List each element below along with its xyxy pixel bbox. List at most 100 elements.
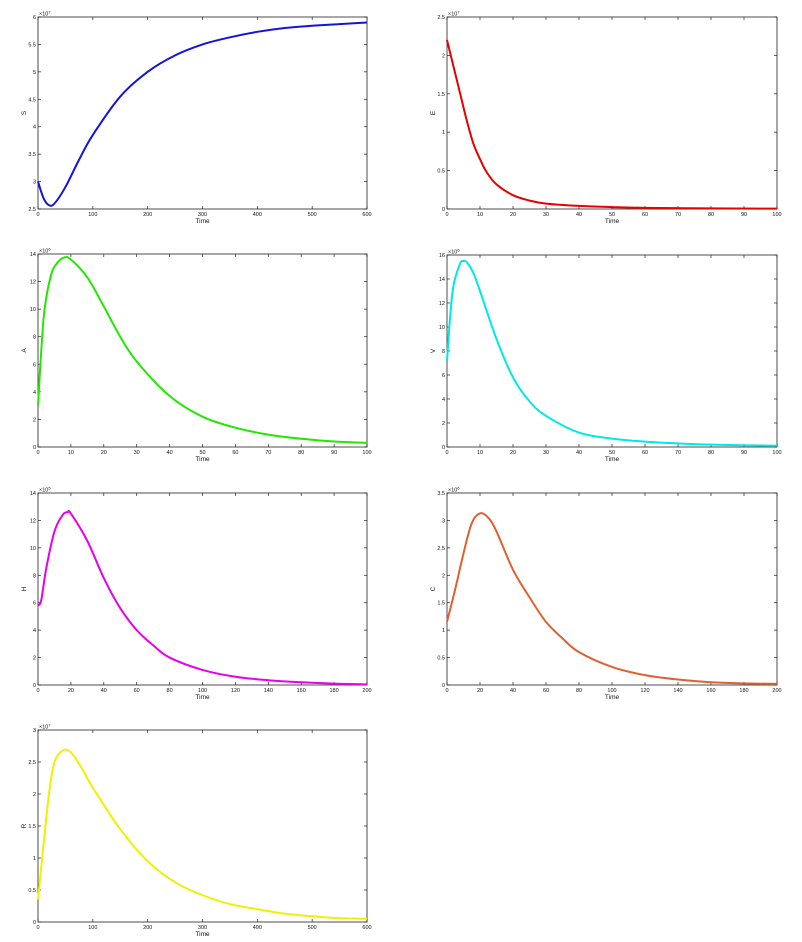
x-tick-label: 50 (199, 450, 205, 456)
subplot-E: 0 10 20 30 40 50 60 70 80 90 100 0 0.5 1 1.5 2 2.5×107 Ti… (430, 10, 782, 226)
x-tick-label: 90 (741, 212, 747, 218)
y-multiplier: ×107 (39, 723, 51, 731)
x-tick-label: 180 (330, 688, 339, 694)
x-tick-label: 50 (609, 212, 615, 218)
axes-box (37, 16, 368, 210)
multiplier-base: ×10 (39, 725, 48, 731)
y-axis-label: R (21, 823, 28, 828)
y-tick-label: 0 (33, 445, 36, 451)
series-line-V (446, 259, 778, 447)
y-tick-label: 8 (33, 335, 36, 341)
x-tick-label: 80 (708, 450, 714, 456)
y-tick-label: 0 (442, 683, 445, 689)
multiplier-base: ×10 (448, 488, 457, 494)
x-axis-label: Time (195, 456, 210, 463)
x-tick-label: 80 (576, 688, 582, 694)
y-tick-label: 12 (439, 301, 445, 307)
x-tick-label: 0 (445, 450, 448, 456)
y-tick-label: 2 (442, 53, 445, 59)
multiplier-base: ×10 (39, 488, 48, 494)
y-tick-label: 14 (30, 252, 36, 258)
y-axis-label: V (430, 348, 437, 353)
x-tick-label: 200 (772, 688, 781, 694)
x-tick-label: 400 (253, 925, 262, 931)
y-tick-label: 3 (33, 728, 36, 734)
x-tick-label: 90 (331, 450, 337, 456)
x-tick-label: 500 (308, 925, 317, 931)
x-tick-label: 40 (576, 212, 582, 218)
x-tick-label: 50 (609, 450, 615, 456)
series-line-E (446, 39, 778, 210)
x-tick-label: 0 (445, 212, 448, 218)
y-tick-label: 0.5 (437, 656, 445, 662)
multiplier-exponent: 6 (457, 486, 460, 491)
y-tick-label: 1 (442, 628, 445, 634)
y-tick-label: 10 (30, 307, 36, 313)
y-axis-label: E (430, 110, 437, 115)
y-tick-label: 1 (33, 856, 36, 862)
x-tick-label: 30 (543, 450, 549, 456)
x-tick-label: 200 (362, 688, 371, 694)
x-tick-label: 60 (134, 688, 140, 694)
y-tick-label: 8 (33, 573, 36, 579)
x-tick-label: 120 (231, 688, 240, 694)
x-tick-label: 0 (36, 212, 39, 218)
x-tick-label: 100 (88, 212, 97, 218)
y-tick-label: 14 (439, 277, 445, 283)
x-axis-label: Time (195, 931, 210, 938)
x-tick-label: 60 (232, 450, 238, 456)
multiplier-base: ×10 (448, 250, 457, 256)
y-tick-label: 4 (33, 390, 36, 396)
x-tick-label: 100 (607, 688, 616, 694)
x-tick-label: 10 (477, 212, 483, 218)
y-tick-label: 12 (30, 518, 36, 524)
y-tick-label: 6 (442, 373, 445, 379)
x-tick-label: 40 (510, 688, 516, 694)
x-tick-label: 90 (741, 450, 747, 456)
y-tick-label: 2.5 (28, 760, 36, 766)
y-tick-label: 4 (33, 628, 36, 634)
y-tick-label: 2 (33, 417, 36, 423)
x-tick-label: 80 (298, 450, 304, 456)
multiplier-base: ×10 (448, 12, 457, 18)
y-axis-label: C (430, 586, 437, 591)
y-multiplier: ×107 (39, 10, 51, 18)
x-tick-label: 60 (543, 688, 549, 694)
series-line-A (37, 256, 368, 444)
y-tick-label: 16 (439, 253, 445, 259)
y-tick-label: 14 (30, 491, 36, 497)
x-tick-label: 0 (36, 450, 39, 456)
subplot-S: 0 100 200 300 400 500 600 2.5 3 3.5 4 4.5 5 5.5 6×107 T… (21, 10, 372, 226)
multiplier-exponent: 5 (48, 486, 51, 491)
x-tick-label: 0 (36, 688, 39, 694)
x-tick-label: 40 (576, 450, 582, 456)
y-tick-label: 4.5 (28, 97, 36, 103)
y-tick-label: 0 (442, 207, 445, 213)
x-tick-label: 140 (264, 688, 273, 694)
subplot-R: 0 100 200 300 400 500 600 0 0.5 1 1.5 2 2.5 3×107 Time… (21, 723, 372, 939)
x-tick-label: 600 (362, 925, 371, 931)
multiplier-exponent: 6 (457, 248, 460, 253)
x-tick-label: 300 (198, 925, 207, 931)
x-tick-label: 20 (510, 450, 516, 456)
x-axis-label: Time (605, 456, 620, 463)
y-tick-label: 4 (33, 125, 36, 131)
y-multiplier: ×106 (448, 248, 460, 256)
x-axis-label: Time (605, 694, 620, 701)
y-axis-label: H (21, 586, 28, 591)
x-tick-label: 0 (36, 925, 39, 931)
y-tick-label: 1.5 (28, 824, 36, 830)
y-tick-label: 3 (442, 518, 445, 524)
y-tick-label: 3 (33, 180, 36, 186)
x-tick-label: 30 (134, 450, 140, 456)
y-tick-label: 0 (33, 920, 36, 926)
y-tick-label: 10 (30, 546, 36, 552)
axes-box (446, 492, 778, 686)
y-tick-label: 1.5 (437, 92, 445, 98)
y-tick-label: 2 (33, 792, 36, 798)
x-tick-label: 60 (642, 450, 648, 456)
series-line-C (446, 512, 778, 685)
y-tick-label: 0.5 (28, 888, 36, 894)
y-multiplier: ×106 (39, 247, 51, 255)
